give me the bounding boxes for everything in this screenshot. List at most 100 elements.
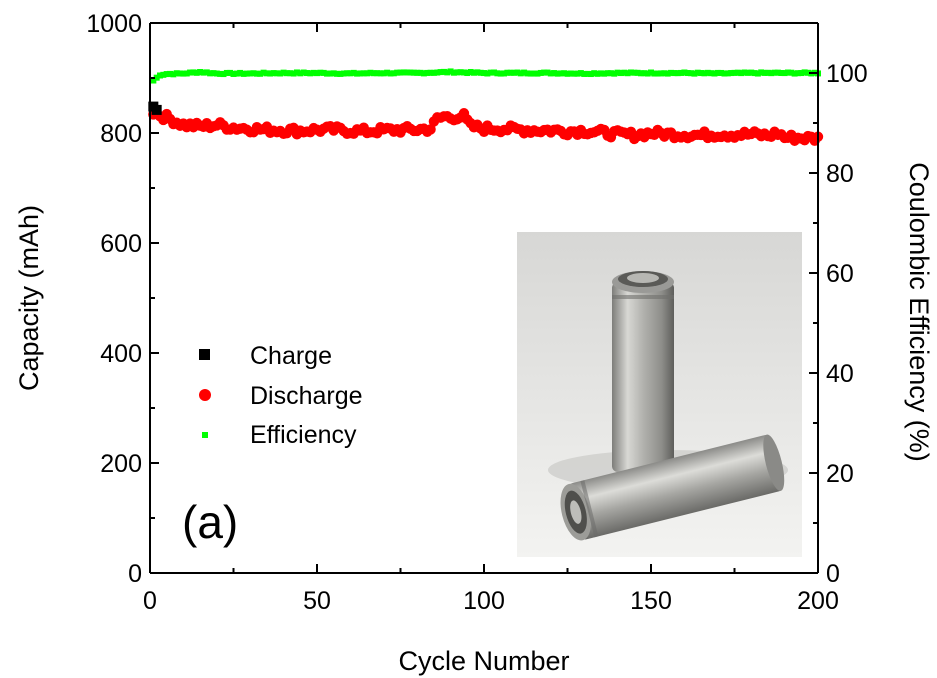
efficiency-point	[357, 70, 364, 77]
legend-marker-discharge	[199, 389, 211, 401]
efficiency-point	[531, 70, 538, 77]
efficiency-point	[240, 70, 247, 77]
efficiency-point	[738, 70, 745, 77]
efficiency-point	[741, 69, 748, 76]
y2-tick-label: 60	[826, 260, 854, 288]
efficiency-point	[230, 70, 237, 77]
efficiency-point	[380, 70, 387, 77]
efficiency-point	[484, 70, 491, 77]
efficiency-point	[587, 71, 594, 78]
efficiency-point	[427, 69, 434, 76]
efficiency-point	[791, 70, 798, 77]
efficiency-point	[197, 69, 204, 76]
efficiency-point	[227, 69, 234, 76]
efficiency-point	[193, 69, 200, 76]
efficiency-point	[470, 69, 477, 76]
efficiency-point	[417, 69, 424, 76]
efficiency-point	[584, 70, 591, 77]
efficiency-point	[591, 70, 598, 77]
efficiency-point	[501, 70, 508, 77]
efficiency-point	[754, 70, 761, 77]
efficiency-point	[504, 69, 511, 76]
efficiency-point	[260, 69, 267, 76]
efficiency-point	[631, 69, 638, 76]
efficiency-point	[253, 70, 260, 77]
efficiency-point	[521, 69, 528, 76]
efficiency-point	[718, 69, 725, 76]
efficiency-point	[340, 70, 347, 77]
series-charge	[148, 101, 162, 115]
panel-label: (a)	[182, 496, 238, 548]
efficiency-point	[450, 69, 457, 76]
efficiency-point	[200, 69, 207, 76]
efficiency-point	[514, 69, 521, 76]
efficiency-point	[658, 70, 665, 77]
efficiency-point	[280, 69, 287, 76]
efficiency-point	[434, 69, 441, 76]
efficiency-point	[160, 71, 167, 78]
legend-label-efficiency: Efficiency	[250, 421, 357, 449]
efficiency-point	[551, 70, 558, 77]
efficiency-point	[303, 70, 310, 77]
efficiency-point	[263, 70, 270, 77]
efficiency-point	[564, 70, 571, 77]
efficiency-point	[307, 70, 314, 77]
efficiency-point	[387, 70, 394, 77]
y-axis-title: Capacity (mAh)	[14, 205, 44, 391]
efficiency-point	[153, 74, 160, 81]
efficiency-point	[454, 69, 461, 76]
efficiency-point	[594, 70, 601, 77]
efficiency-point	[350, 69, 357, 76]
legend-label-charge: Charge	[250, 342, 332, 370]
efficiency-point	[661, 70, 668, 77]
x-tick-label: 50	[303, 587, 331, 615]
efficiency-point	[277, 70, 284, 77]
efficiency-point	[320, 69, 327, 76]
efficiency-point	[544, 69, 551, 76]
efficiency-point	[290, 70, 297, 77]
efficiency-point	[223, 69, 230, 76]
efficiency-point	[437, 69, 444, 76]
efficiency-point	[217, 70, 224, 77]
lying-battery-cell	[560, 434, 785, 541]
legend: Charge Discharge Efficiency	[199, 342, 363, 449]
efficiency-point	[684, 70, 691, 77]
x-tick-label: 200	[797, 587, 839, 615]
efficiency-point	[577, 70, 584, 77]
legend-marker-efficiency	[202, 432, 208, 438]
efficiency-point	[574, 70, 581, 77]
efficiency-point	[678, 69, 685, 76]
efficiency-point	[607, 70, 614, 77]
efficiency-point	[447, 68, 454, 75]
efficiency-point	[537, 69, 544, 76]
efficiency-point	[474, 69, 481, 76]
efficiency-point	[524, 70, 531, 77]
efficiency-point	[554, 70, 561, 77]
y-tick-label: 800	[100, 120, 142, 148]
efficiency-point	[804, 69, 811, 76]
efficiency-point	[237, 69, 244, 76]
efficiency-point	[751, 70, 758, 77]
efficiency-point	[507, 69, 514, 76]
efficiency-point	[247, 70, 254, 77]
efficiency-point	[210, 70, 217, 77]
efficiency-point	[768, 70, 775, 77]
y-tick-label: 1000	[86, 10, 142, 38]
efficiency-point	[187, 69, 194, 76]
efficiency-point	[440, 68, 447, 75]
efficiency-point	[170, 71, 177, 78]
efficiency-point	[457, 69, 464, 76]
efficiency-point	[257, 70, 264, 77]
efficiency-point	[364, 70, 371, 77]
efficiency-point	[654, 70, 661, 77]
efficiency-point	[688, 70, 695, 77]
efficiency-point	[774, 69, 781, 76]
efficiency-point	[581, 70, 588, 77]
efficiency-point	[404, 69, 411, 76]
efficiency-point	[764, 69, 771, 76]
efficiency-point	[190, 69, 197, 76]
efficiency-point	[734, 69, 741, 76]
efficiency-point	[691, 70, 698, 77]
y-tick-label: 0	[128, 560, 142, 588]
efficiency-point	[664, 70, 671, 77]
